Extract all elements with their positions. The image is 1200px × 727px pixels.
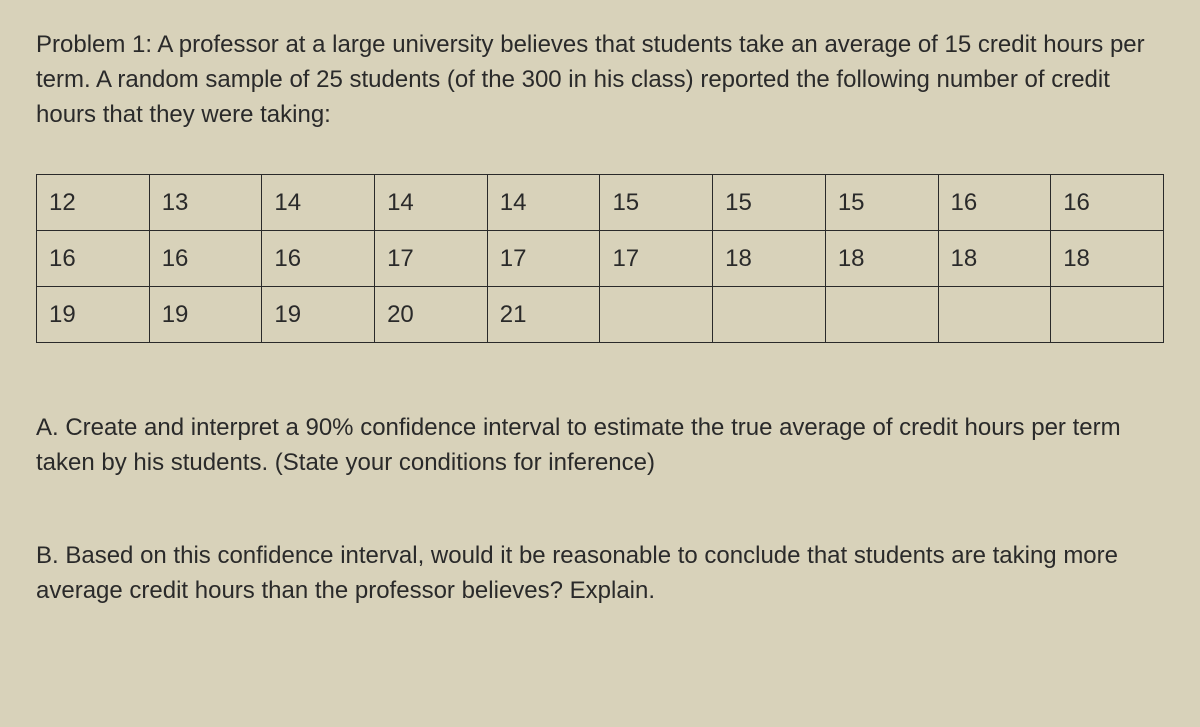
problem-intro: Problem 1: A professor at a large univer… xyxy=(36,28,1164,132)
question-a: A. Create and interpret a 90% confidence… xyxy=(36,411,1164,481)
table-cell: 15 xyxy=(600,175,713,231)
table-cell xyxy=(600,287,713,343)
table-cell: 15 xyxy=(713,175,826,231)
table-cell: 14 xyxy=(375,175,488,231)
table-row: 12131414141515151616 xyxy=(37,175,1164,231)
table-cell: 18 xyxy=(938,231,1051,287)
table-row: 1919192021 xyxy=(37,287,1164,343)
table-cell xyxy=(1051,287,1164,343)
table-cell: 14 xyxy=(262,175,375,231)
table-cell: 12 xyxy=(37,175,150,231)
table-cell xyxy=(938,287,1051,343)
table-cell: 20 xyxy=(375,287,488,343)
table-cell: 15 xyxy=(825,175,938,231)
table-cell xyxy=(713,287,826,343)
table-cell: 16 xyxy=(1051,175,1164,231)
table-cell: 13 xyxy=(149,175,262,231)
question-b: B. Based on this confidence interval, wo… xyxy=(36,539,1164,609)
table-cell: 18 xyxy=(825,231,938,287)
table-cell: 17 xyxy=(600,231,713,287)
table-row: 16161617171718181818 xyxy=(37,231,1164,287)
data-table: 1213141414151515161616161617171718181818… xyxy=(36,174,1164,343)
table-cell: 17 xyxy=(375,231,488,287)
table-cell: 16 xyxy=(938,175,1051,231)
table-cell: 16 xyxy=(262,231,375,287)
table-cell: 17 xyxy=(487,231,600,287)
table-cell: 16 xyxy=(149,231,262,287)
table-cell: 19 xyxy=(37,287,150,343)
table-cell: 18 xyxy=(1051,231,1164,287)
table-cell: 21 xyxy=(487,287,600,343)
table-cell xyxy=(825,287,938,343)
table-cell: 18 xyxy=(713,231,826,287)
table-cell: 16 xyxy=(37,231,150,287)
data-table-body: 1213141414151515161616161617171718181818… xyxy=(37,175,1164,343)
page: Problem 1: A professor at a large univer… xyxy=(0,0,1200,727)
table-cell: 19 xyxy=(149,287,262,343)
table-cell: 19 xyxy=(262,287,375,343)
table-cell: 14 xyxy=(487,175,600,231)
